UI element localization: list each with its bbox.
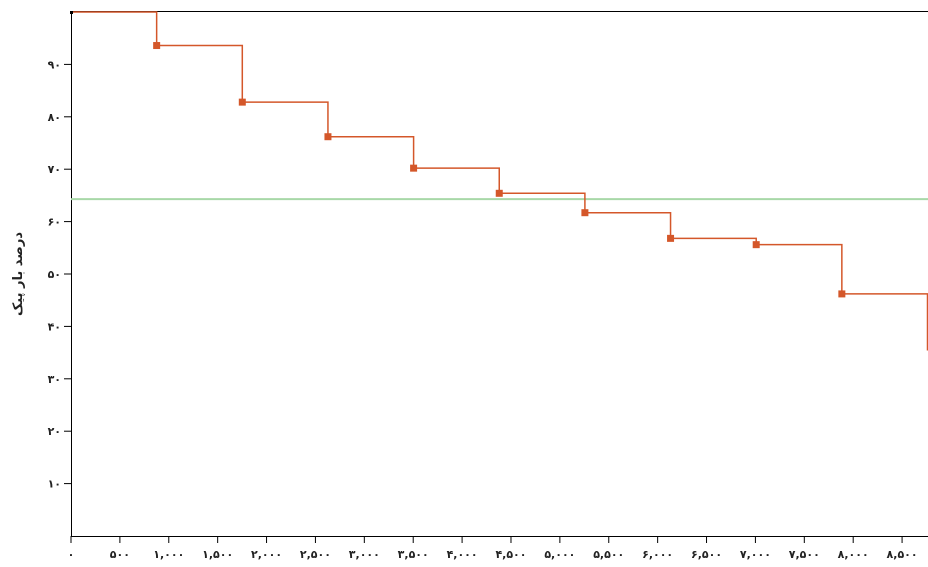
- x-tick-label: ۲,۵۰۰: [300, 548, 331, 561]
- x-tick-label: ۵۰۰: [110, 548, 130, 561]
- y-tick-label: ۶۰: [48, 216, 61, 229]
- x-tick-label: ۸,۵۰۰: [887, 548, 918, 561]
- data-point: [70, 11, 73, 14]
- x-axis-ticks: ۰ ۵۰۰ ۱,۰۰۰ ۱,۵۰۰ ۲,۰۰۰ ۲,۵۰۰ ۳,۰۰۰ ۳,۵۰۰ ۴,۰۰۰ ۴…: [68, 536, 918, 561]
- y-tick-label: ۵۰: [48, 268, 61, 281]
- plot-frame: [71, 11, 928, 537]
- y-tick-label: ۳۰: [48, 373, 61, 386]
- y-tick-label: ۲۰: [48, 425, 61, 438]
- data-point: [153, 42, 161, 50]
- x-tick-label: ۱,۵۰۰: [202, 548, 233, 561]
- series-line-0: [71, 11, 928, 351]
- x-tick-label: ۷,۵۰۰: [789, 548, 820, 561]
- y-tick-label: ۴۰: [48, 320, 61, 333]
- y-axis-ticks: ۱۰ ۲۰ ۳۰ ۴۰ ۵۰ ۶۰ ۷۰ ۸۰ ۹۰: [48, 58, 71, 491]
- y-tick-label: ۹۰: [48, 58, 61, 71]
- y-tick-label: ۸۰: [48, 111, 61, 124]
- data-point: [667, 234, 675, 242]
- x-tick-label: ۷,۰۰۰: [740, 548, 771, 561]
- data-point: [324, 133, 332, 141]
- series-layer: [70, 11, 928, 351]
- y-axis-title: درصد بار پیک: [11, 232, 26, 316]
- x-tick-label: ۱,۰۰۰: [153, 548, 184, 561]
- x-tick-label: ۶,۵۰۰: [691, 548, 722, 561]
- data-point: [238, 98, 246, 106]
- data-point: [581, 209, 589, 217]
- x-tick-label: ۶,۰۰۰: [642, 548, 673, 561]
- x-tick-label: ۴,۵۰۰: [495, 548, 526, 561]
- x-tick-label: ۳,۵۰۰: [398, 548, 429, 561]
- y-tick-label: ۱۰: [48, 478, 61, 491]
- x-tick-label: ۴,۰۰۰: [447, 548, 478, 561]
- x-tick-label: ۲,۰۰۰: [251, 548, 282, 561]
- data-point: [838, 290, 846, 298]
- data-point: [495, 189, 503, 197]
- x-tick-label: ۰: [68, 548, 75, 561]
- y-tick-label: ۷۰: [48, 163, 61, 176]
- data-point: [752, 241, 760, 249]
- x-tick-label: ۳,۰۰۰: [349, 548, 380, 561]
- x-tick-label: ۵,۵۰۰: [593, 548, 624, 561]
- x-tick-label: ۸,۰۰۰: [838, 548, 869, 561]
- x-tick-label: ۵,۰۰۰: [544, 548, 575, 561]
- data-point: [410, 164, 418, 172]
